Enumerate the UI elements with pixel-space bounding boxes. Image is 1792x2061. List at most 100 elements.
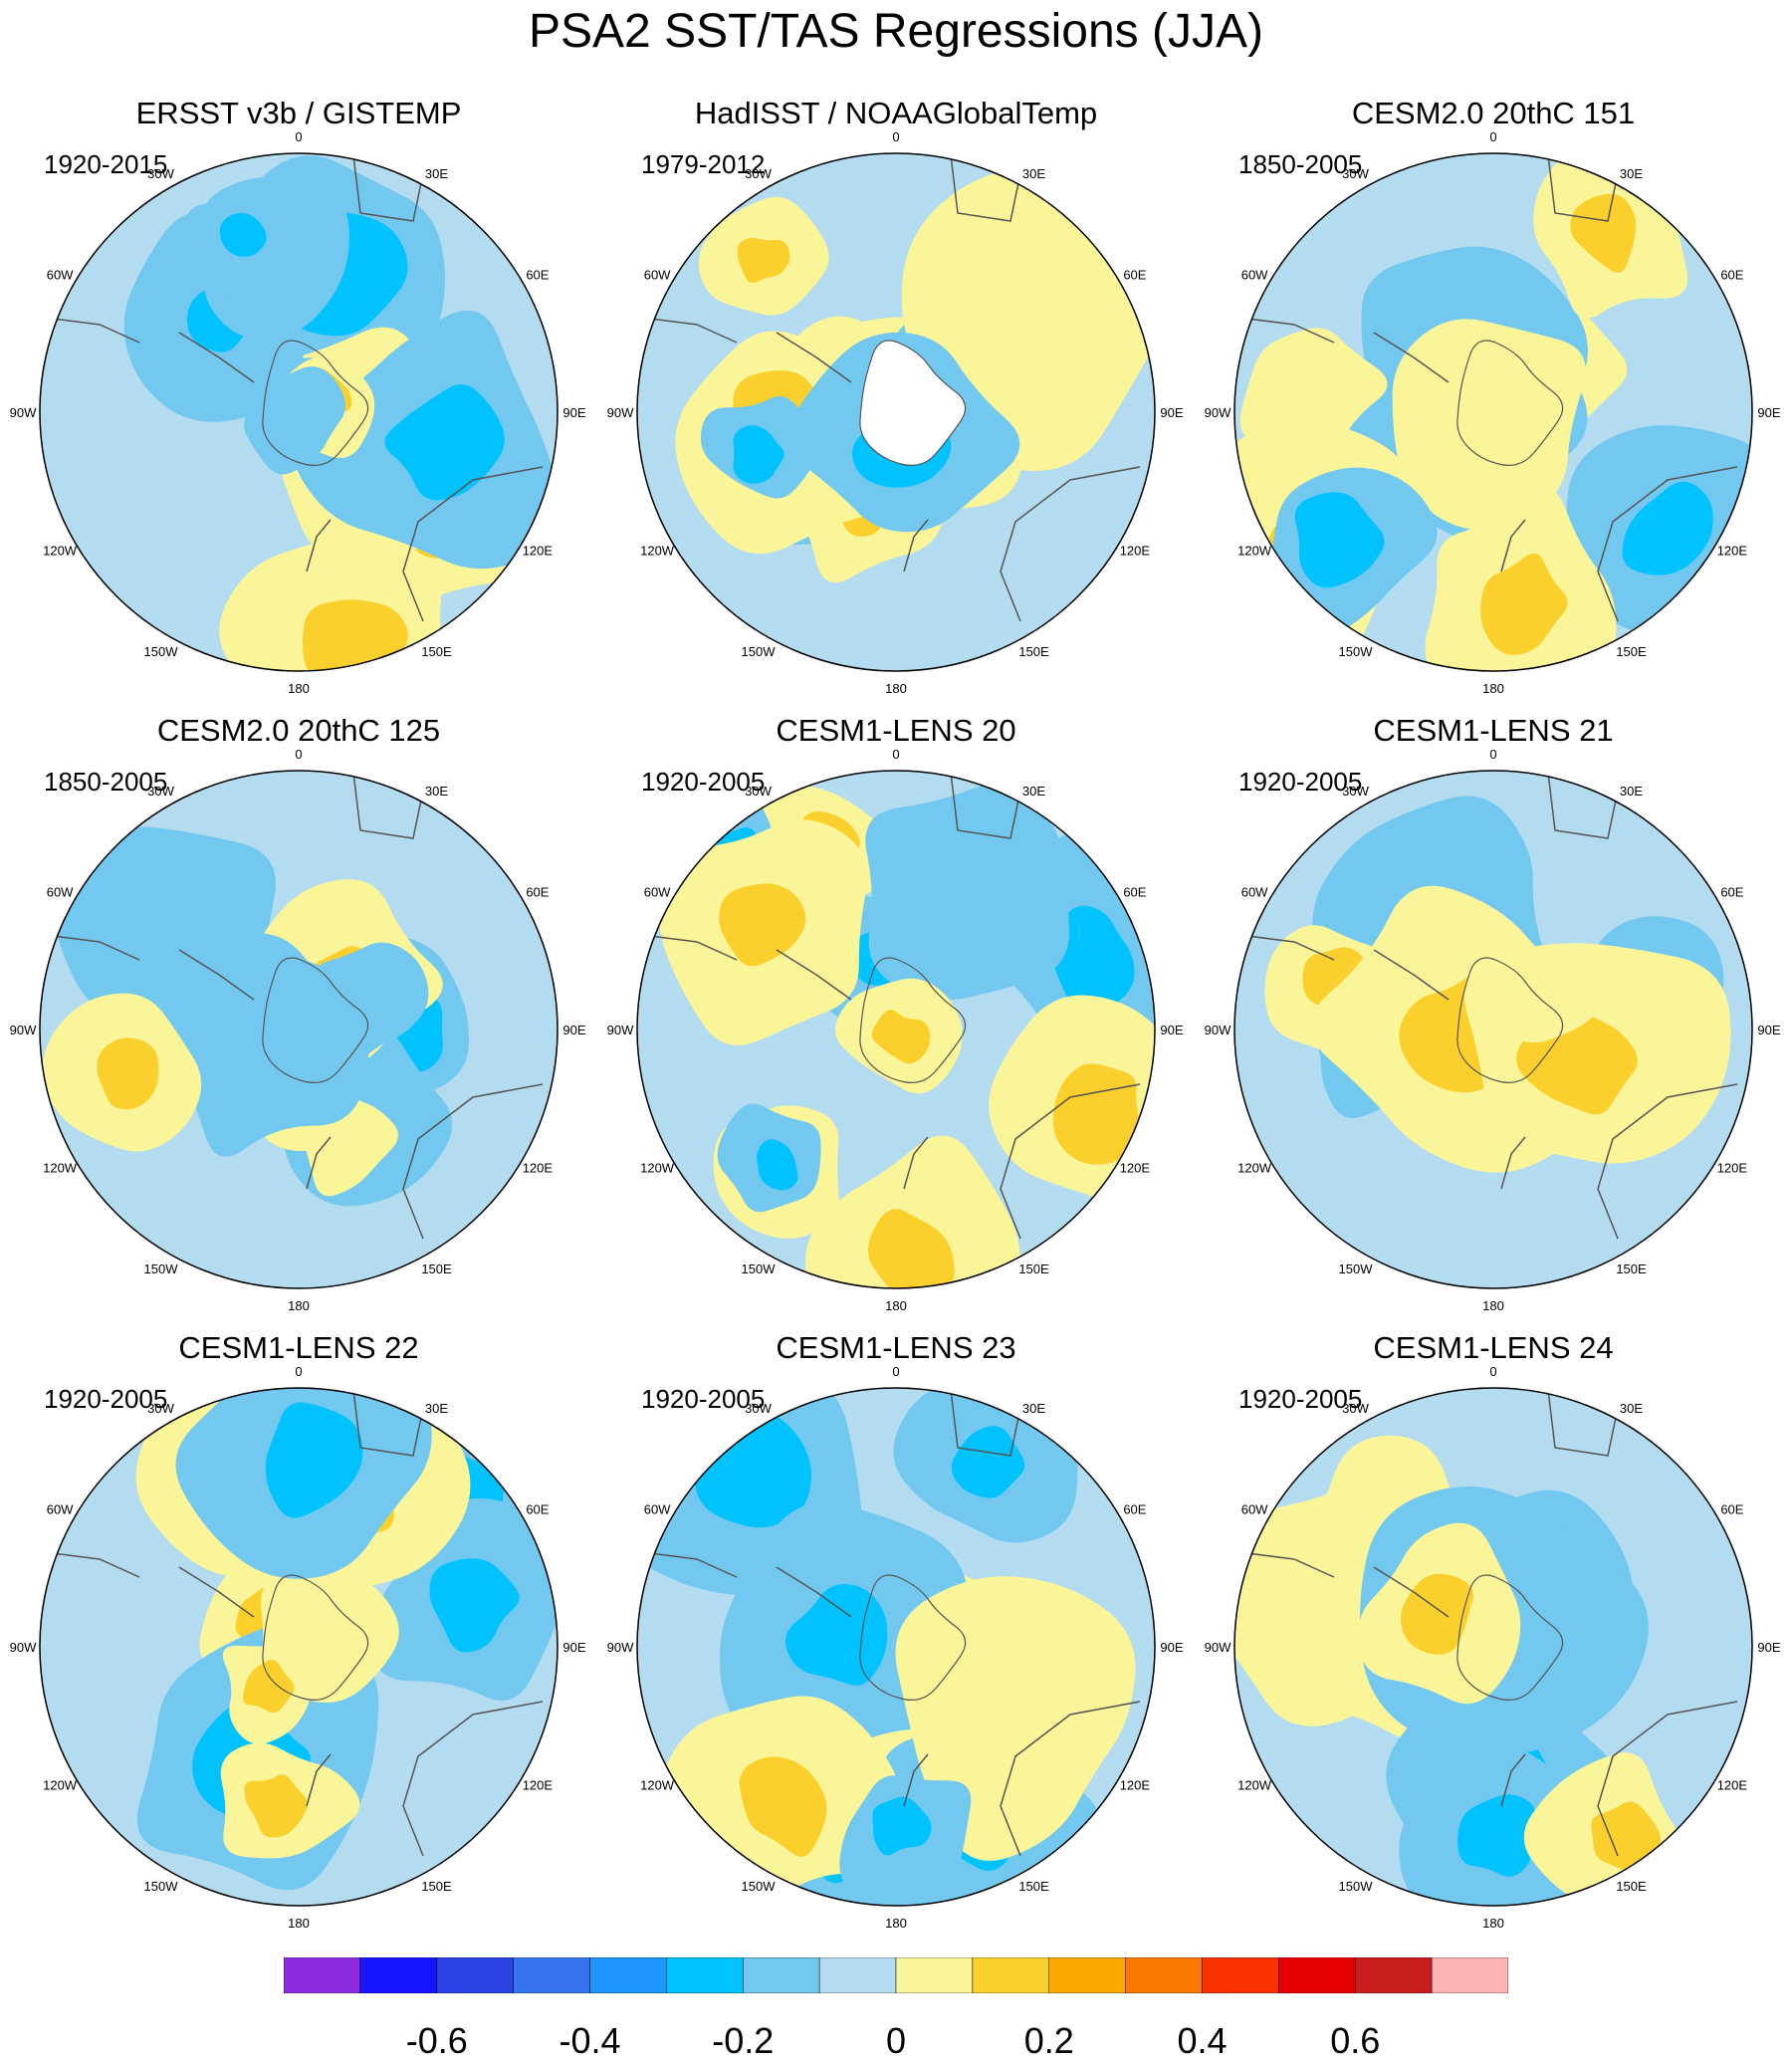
longitude-label: 60E [1720, 885, 1743, 900]
warm-anomaly-region [1239, 328, 1388, 458]
colorbar-swatch [589, 1957, 667, 1993]
longitude-label: 0 [295, 1364, 302, 1379]
antarctica-coastline [859, 340, 967, 466]
longitude-label: 30W [147, 1401, 174, 1416]
australia-coastline [1597, 466, 1738, 622]
longitude-label: 120E [1120, 1161, 1151, 1176]
longitude-label: 90W [10, 405, 37, 420]
polar-map: 0 30E 60E 90E 120E 150E 180 150W 120W 90W 60W 30W [1205, 747, 1781, 1313]
longitude-label: 180 [885, 1916, 907, 1931]
panel-title: HadISST / NOAAGlobalTemp [694, 96, 1098, 130]
longitude-label: 150W [1339, 1879, 1374, 1894]
australia-coastline [402, 1701, 544, 1857]
longitude-label: 60W [1241, 885, 1268, 900]
warm-anomaly-region [1485, 943, 1608, 1043]
strong-cool-anomaly [384, 384, 505, 501]
colorbar-swatch [818, 1957, 897, 1993]
longitude-label: 150W [742, 1261, 777, 1276]
strong-cool-anomaly [951, 1426, 1025, 1498]
colorbar [284, 1957, 1508, 1993]
strong-cool-anomaly [1457, 1794, 1536, 1877]
longitude-label: 120W [43, 1778, 78, 1793]
longitude-label: 60E [526, 885, 549, 900]
antarctic-peninsula [776, 332, 852, 383]
strong-cool-anomaly [1051, 905, 1135, 1011]
longitude-label: 60E [1720, 1502, 1743, 1517]
new-zealand-coastline [1500, 519, 1526, 572]
new-zealand-coastline [903, 1753, 929, 1807]
strong-cool-anomaly [872, 1796, 932, 1856]
panel-title: CESM2.0 20thC 151 [1351, 96, 1636, 130]
colorbar-swatch [743, 1957, 820, 1993]
longitude-label: 30E [1620, 784, 1643, 799]
antarctic-peninsula [1373, 1566, 1450, 1618]
longitude-label: 60W [47, 885, 74, 900]
longitude-label: 150E [421, 644, 452, 659]
new-zealand-coastline [306, 519, 332, 572]
longitude-label: 90W [607, 1640, 634, 1655]
australia-coastline [1597, 1083, 1738, 1240]
longitude-label: 30W [745, 784, 772, 799]
longitude-label: 180 [288, 1916, 310, 1931]
south-america-coastline [1238, 317, 1335, 344]
colorbar-swatch [1355, 1957, 1433, 1993]
antarctica-coastline [1456, 957, 1564, 1083]
longitude-label: 150E [1616, 644, 1647, 659]
longitude-label: 0 [1489, 1364, 1496, 1379]
strong-warm-anomaly [871, 1010, 931, 1064]
new-zealand-coastline [1500, 1753, 1526, 1807]
longitude-label: 30E [1620, 166, 1643, 181]
map-panel: 0 30E 60E 90E 120E 150E 180 150W 120W 90W 60W 30W CE… [0, 1314, 597, 1932]
colorbar-tick-label: 0.2 [1023, 2020, 1074, 2061]
longitude-label: 120W [1237, 1778, 1272, 1793]
strong-warm-anomaly [867, 1209, 955, 1288]
map-border [39, 152, 559, 672]
longitude-label: 120W [640, 544, 675, 559]
strong-warm-anomaly [1052, 1063, 1142, 1165]
australia-coastline [402, 466, 544, 622]
longitude-label: 120W [1237, 1161, 1272, 1176]
map-border [39, 770, 559, 1289]
strong-warm-anomaly [97, 1037, 159, 1110]
panel-period: 1920-2005 [1238, 1384, 1363, 1414]
figure-title: PSA2 SST/TAS Regressions (JJA) [529, 5, 1263, 58]
australia-coastline [1597, 1701, 1738, 1857]
polar-map: 0 30E 60E 90E 120E 150E 180 150W 120W 90W 60W 30W [10, 129, 586, 696]
new-zealand-coastline [306, 1753, 332, 1807]
longitude-label: 120W [43, 544, 78, 559]
australia-coastline [402, 1083, 544, 1240]
colorbar-swatch [359, 1957, 438, 1993]
strong-cool-anomaly [785, 1584, 888, 1686]
map-panel: 0 30E 60E 90E 120E 150E 180 150W 120W 90W 60W 30W ER… [0, 80, 597, 697]
longitude-label: 30E [425, 1401, 448, 1416]
colorbar-swatch [513, 1957, 590, 1993]
longitude-label: 90E [1757, 1640, 1780, 1655]
south-america-coastline [1238, 934, 1335, 961]
cool-anomaly-region [247, 365, 345, 460]
colorbar-swatch [1278, 1957, 1356, 1993]
map-border [636, 770, 1156, 1289]
strong-cool-anomaly [429, 1558, 520, 1653]
longitude-label: 120W [640, 1161, 675, 1176]
longitude-label: 0 [892, 129, 899, 144]
longitude-label: 0 [295, 129, 302, 144]
longitude-label: 180 [1482, 681, 1504, 696]
longitude-label: 60E [1720, 268, 1743, 283]
longitude-label: 60W [644, 885, 671, 900]
longitude-label: 90E [1160, 1023, 1183, 1037]
south-america-coastline [641, 317, 738, 344]
south-america-coastline [44, 1551, 140, 1578]
longitude-label: 60W [47, 268, 74, 283]
strong-warm-anomaly [1400, 1573, 1473, 1655]
longitude-label: 150W [1339, 1261, 1374, 1276]
longitude-label: 120E [523, 1161, 554, 1176]
antarctic-peninsula [776, 949, 852, 1001]
longitude-label: 60E [1123, 885, 1146, 900]
panel-title: CESM1-LENS 23 [776, 1330, 1016, 1365]
longitude-label: 30W [147, 166, 174, 181]
longitude-label: 30E [425, 784, 448, 799]
antarctic-peninsula [1373, 949, 1450, 1001]
colorbar-swatch [895, 1957, 974, 1993]
colorbar-swatch [436, 1957, 514, 1993]
south-america-coastline [44, 317, 140, 344]
